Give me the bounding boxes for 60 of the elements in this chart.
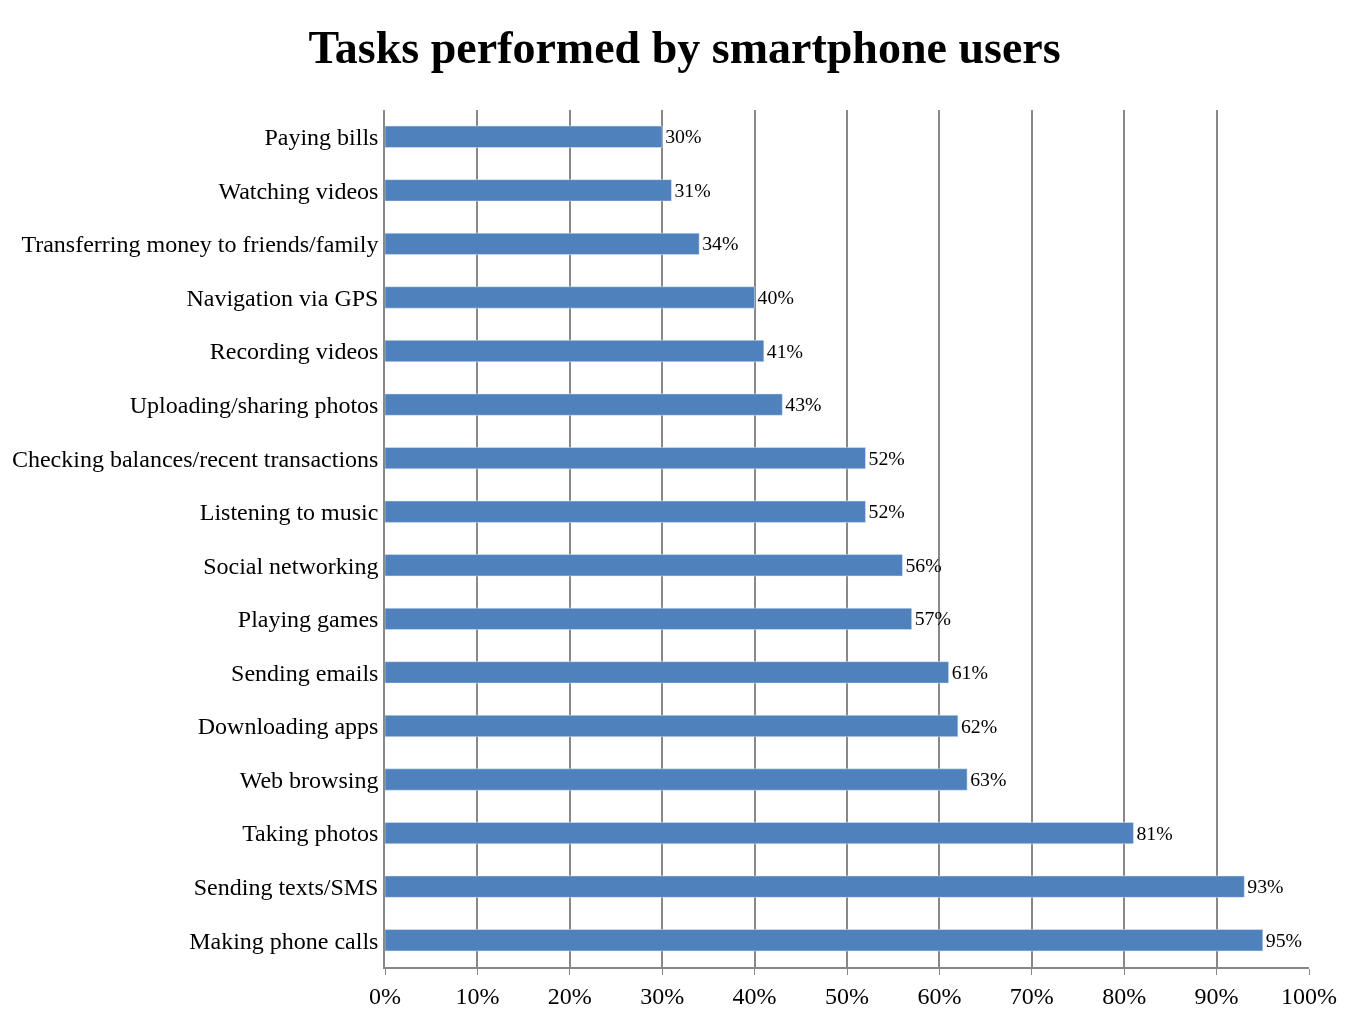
y-tick-label: Listening to music [199, 499, 379, 526]
x-tick-label: 0% [369, 982, 401, 1009]
data-label: 63% [970, 768, 1007, 791]
data-label: 41% [766, 339, 804, 362]
bar [385, 875, 1245, 898]
bar [385, 286, 755, 309]
data-label: 62% [960, 714, 998, 737]
y-tick-label: Checking balances/recent transactions [11, 445, 379, 472]
x-tick-label: 60% [917, 982, 962, 1009]
y-tick-label: Sending texts/SMS [193, 874, 379, 901]
bar [385, 607, 912, 630]
data-label: 52% [868, 446, 905, 469]
y-tick-label: Navigation via GPS [186, 284, 379, 311]
bar [385, 340, 765, 362]
chart-title: Tasks performed by smartphone users [308, 21, 1061, 73]
bar [385, 393, 783, 416]
y-tick-label: Taking photos [242, 820, 379, 847]
bar [385, 125, 663, 148]
bar [385, 661, 949, 684]
data-label: 30% [665, 125, 702, 148]
y-tick-label: Web browsing [239, 766, 379, 793]
x-tick-label: 70% [1009, 982, 1054, 1009]
bar [385, 232, 700, 255]
bar [385, 822, 1134, 845]
x-tick-label: 100% [1281, 982, 1337, 1009]
x-tick-label: 30% [640, 982, 685, 1009]
bar [385, 715, 959, 737]
data-label: 95% [1265, 928, 1303, 951]
y-tick-label: Making phone calls [189, 927, 379, 954]
x-tick-label: 90% [1194, 982, 1239, 1009]
x-tick-label: 10% [455, 982, 500, 1009]
y-tick-label: Transferring money to friends/family [21, 231, 379, 258]
bar [385, 554, 903, 577]
data-label: 61% [951, 661, 988, 683]
bar [385, 768, 968, 791]
x-tick-label: 80% [1102, 982, 1147, 1009]
y-tick-label: Playing games [237, 606, 379, 633]
data-label: 81% [1136, 821, 1173, 844]
y-tick-label: Downloading apps [197, 713, 379, 740]
data-label: 57% [914, 607, 951, 630]
y-tick-label: Recording videos [209, 338, 379, 365]
y-tick-label: Paying bills [264, 124, 379, 151]
y-tick-label: Sending emails [231, 659, 379, 686]
data-label: 40% [757, 286, 794, 309]
data-label: 56% [905, 553, 942, 576]
data-label: 34% [702, 232, 739, 255]
data-label: 52% [868, 500, 905, 523]
y-tick-label: Watching videos [218, 177, 379, 204]
bar [385, 929, 1264, 952]
data-label: 93% [1247, 875, 1284, 898]
x-tick-label: 50% [825, 982, 869, 1009]
bar [385, 179, 672, 202]
x-tick-label: 20% [547, 982, 592, 1009]
bar [385, 447, 866, 470]
y-tick-label: Social networking [203, 552, 379, 579]
x-tick-label: 40% [732, 982, 777, 1009]
data-label: 31% [674, 178, 711, 201]
bar [385, 500, 866, 523]
y-tick-label: Uploading/sharing photos [129, 391, 379, 418]
data-label: 43% [785, 393, 822, 416]
